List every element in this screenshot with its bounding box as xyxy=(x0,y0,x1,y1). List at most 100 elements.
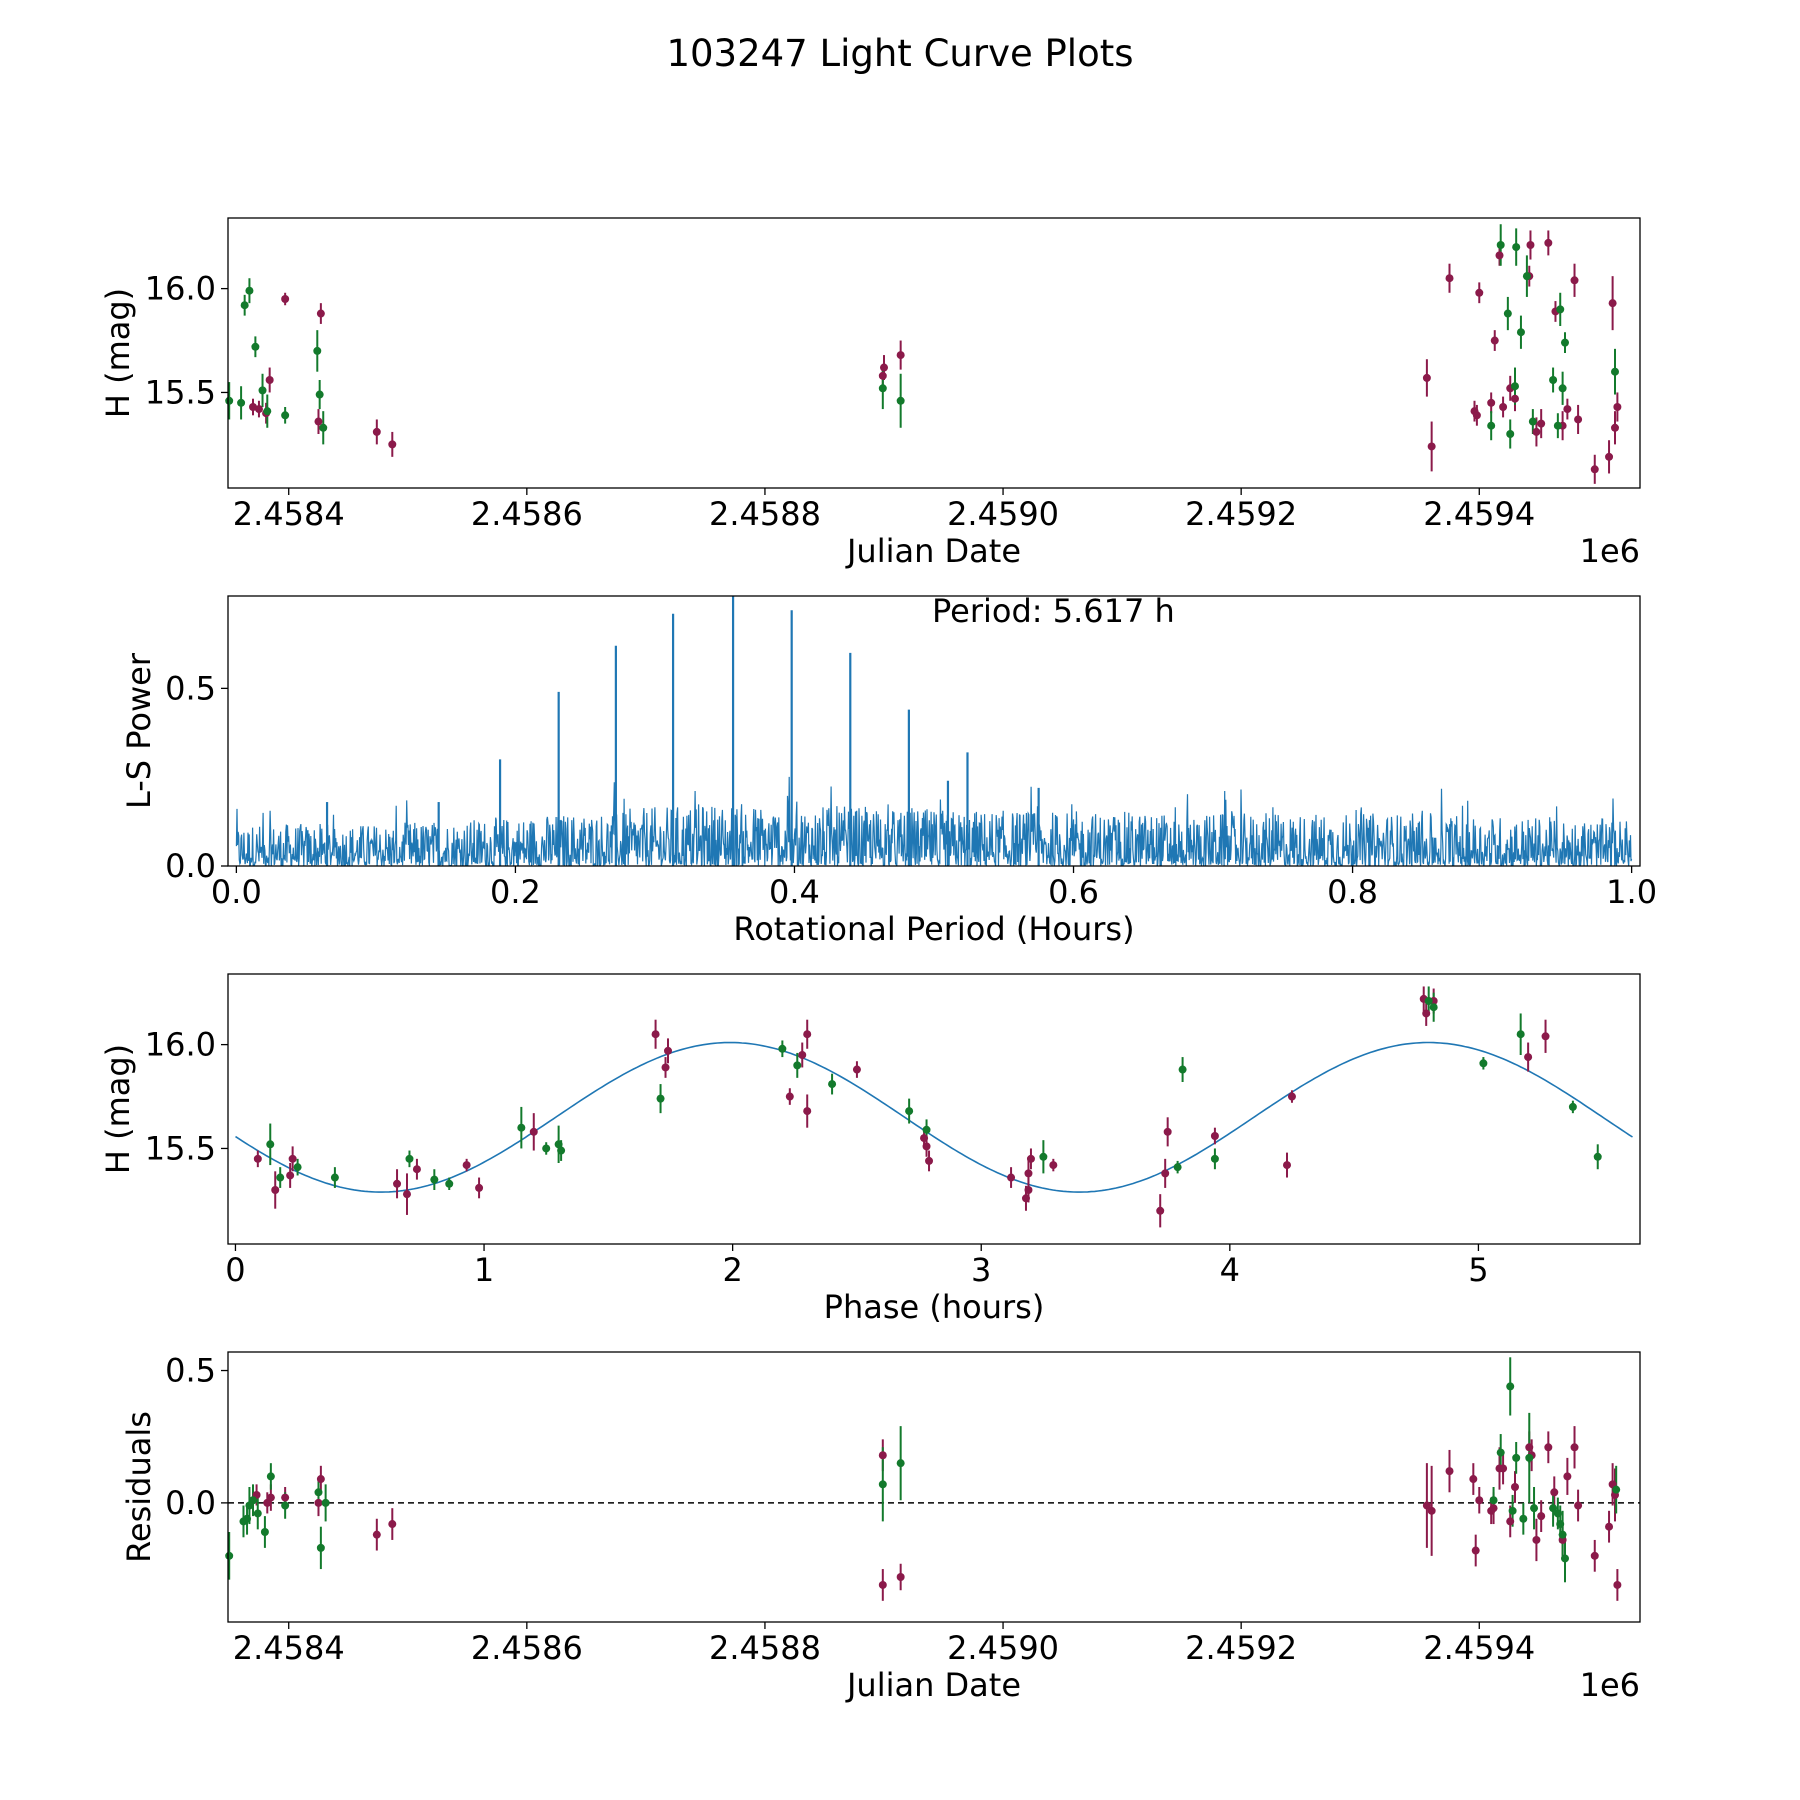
p4-offset-text: 1e6 xyxy=(1580,1666,1640,1704)
p1-offset-text: 1e6 xyxy=(1580,532,1640,570)
green-data-point xyxy=(656,1094,665,1103)
green-data-point xyxy=(1556,1520,1565,1529)
red-data-point xyxy=(798,1051,807,1059)
red-data-point xyxy=(1613,403,1622,411)
green-data-point xyxy=(1479,1059,1488,1068)
green-data-point xyxy=(249,1496,258,1505)
red-data-point xyxy=(1510,394,1519,403)
green-data-point xyxy=(1173,1163,1182,1172)
x-tick-label: 2.4586 xyxy=(471,495,583,533)
green-data-point xyxy=(405,1154,414,1163)
green-data-point xyxy=(1560,338,1569,347)
p3-data-points xyxy=(253,994,1602,1215)
y-tick-label: 0.0 xyxy=(165,1484,216,1522)
x-tick-label: 2 xyxy=(722,1251,742,1289)
red-data-point xyxy=(1613,1580,1622,1589)
red-data-point xyxy=(475,1183,484,1192)
green-data-point xyxy=(1610,367,1619,376)
green-data-point xyxy=(1506,1382,1515,1391)
red-data-point xyxy=(265,376,274,384)
green-data-point xyxy=(1039,1152,1048,1161)
green-data-point xyxy=(315,390,324,399)
green-data-point xyxy=(554,1140,563,1149)
green-data-point xyxy=(1525,1453,1534,1462)
red-data-point xyxy=(1427,442,1436,451)
p1-x-ticks: 2.4584 2.4586 2.4588 2.4590 2.4592 2.4594 xyxy=(233,488,1535,533)
red-data-point xyxy=(661,1063,670,1072)
p1-frame xyxy=(227,217,1641,489)
green-data-point xyxy=(319,423,328,432)
green-data-point xyxy=(1549,1504,1558,1513)
red-data-point xyxy=(281,1493,290,1502)
red-data-point xyxy=(271,1186,280,1194)
red-data-point xyxy=(1570,1443,1579,1452)
red-data-point xyxy=(1026,1154,1035,1163)
red-data-point xyxy=(402,1190,411,1199)
red-data-point xyxy=(1608,299,1617,308)
green-data-point xyxy=(237,398,246,407)
red-data-point xyxy=(1471,1546,1480,1555)
red-data-point xyxy=(1422,1009,1431,1018)
x-tick-label: 1.0 xyxy=(1606,873,1657,911)
green-data-point xyxy=(896,396,905,405)
p2-y-ticks: 0.0 0.5 xyxy=(165,669,228,885)
green-data-point xyxy=(542,1144,551,1153)
red-data-point xyxy=(1550,1488,1559,1497)
green-data-point xyxy=(1549,376,1558,384)
green-data-point xyxy=(225,396,234,405)
red-data-point xyxy=(1427,1506,1436,1515)
green-data-point xyxy=(281,411,290,420)
green-data-point xyxy=(330,1173,339,1182)
green-data-point xyxy=(240,301,249,310)
x-tick-label: 2.4590 xyxy=(947,495,1059,533)
red-data-point xyxy=(1610,423,1619,432)
x-tick-label: 2.4588 xyxy=(709,1629,821,1667)
p1-y-label: H (mag) xyxy=(99,288,137,418)
red-data-point xyxy=(314,1498,323,1507)
red-data-point xyxy=(1570,276,1579,285)
red-data-point xyxy=(1544,238,1553,247)
red-data-point xyxy=(286,1171,295,1180)
x-tick-label: 0.8 xyxy=(1327,873,1378,911)
green-data-point xyxy=(1506,430,1515,438)
p2-frame xyxy=(227,595,1641,867)
red-data-point xyxy=(1495,251,1504,260)
p2-periodogram-line xyxy=(235,776,1633,866)
green-data-point xyxy=(321,1498,330,1507)
green-data-point xyxy=(1496,241,1505,249)
red-data-point xyxy=(1490,336,1499,345)
green-data-point xyxy=(293,1163,302,1172)
red-data-point xyxy=(896,1573,905,1581)
p4-data-points xyxy=(225,1382,1622,1589)
panel-periodogram: 0.0 0.2 0.4 0.6 0.8 1.0 0.0 0.5 Period: 5.617 … xyxy=(120,592,1657,948)
red-data-point xyxy=(1605,452,1614,461)
green-data-point xyxy=(1530,1504,1539,1513)
x-tick-label: 1 xyxy=(474,1251,494,1289)
red-data-point xyxy=(922,1142,931,1151)
red-data-point xyxy=(1510,1483,1519,1491)
green-data-point xyxy=(1516,328,1525,337)
x-tick-label: 0.6 xyxy=(1048,873,1099,911)
p1-y-ticks: 15.5 16.0 xyxy=(145,270,228,411)
red-data-point xyxy=(1007,1173,1016,1182)
green-data-point xyxy=(828,1080,837,1089)
red-data-point xyxy=(1021,1194,1030,1203)
p2-y-label: L-S Power xyxy=(120,652,158,809)
red-data-point xyxy=(1532,1535,1541,1544)
red-data-point xyxy=(1475,288,1484,297)
green-data-point xyxy=(557,1146,566,1155)
green-data-point xyxy=(778,1044,787,1053)
p1-x-label: Julian Date xyxy=(845,532,1021,570)
green-data-point xyxy=(1560,1554,1569,1563)
p2-x-ticks: 0.0 0.2 0.4 0.6 0.8 1.0 xyxy=(211,866,1657,911)
green-data-point xyxy=(1424,997,1433,1005)
p3-y-label: H (mag) xyxy=(99,1044,137,1174)
green-data-point xyxy=(276,1173,285,1182)
green-data-point xyxy=(1210,1154,1219,1163)
figure-title: 103247 Light Curve Plots xyxy=(666,32,1133,75)
green-data-point xyxy=(1558,1530,1567,1539)
green-data-point xyxy=(1178,1065,1187,1074)
red-data-point xyxy=(1541,1032,1550,1041)
green-data-point xyxy=(1503,309,1512,318)
red-data-point xyxy=(803,1030,812,1039)
